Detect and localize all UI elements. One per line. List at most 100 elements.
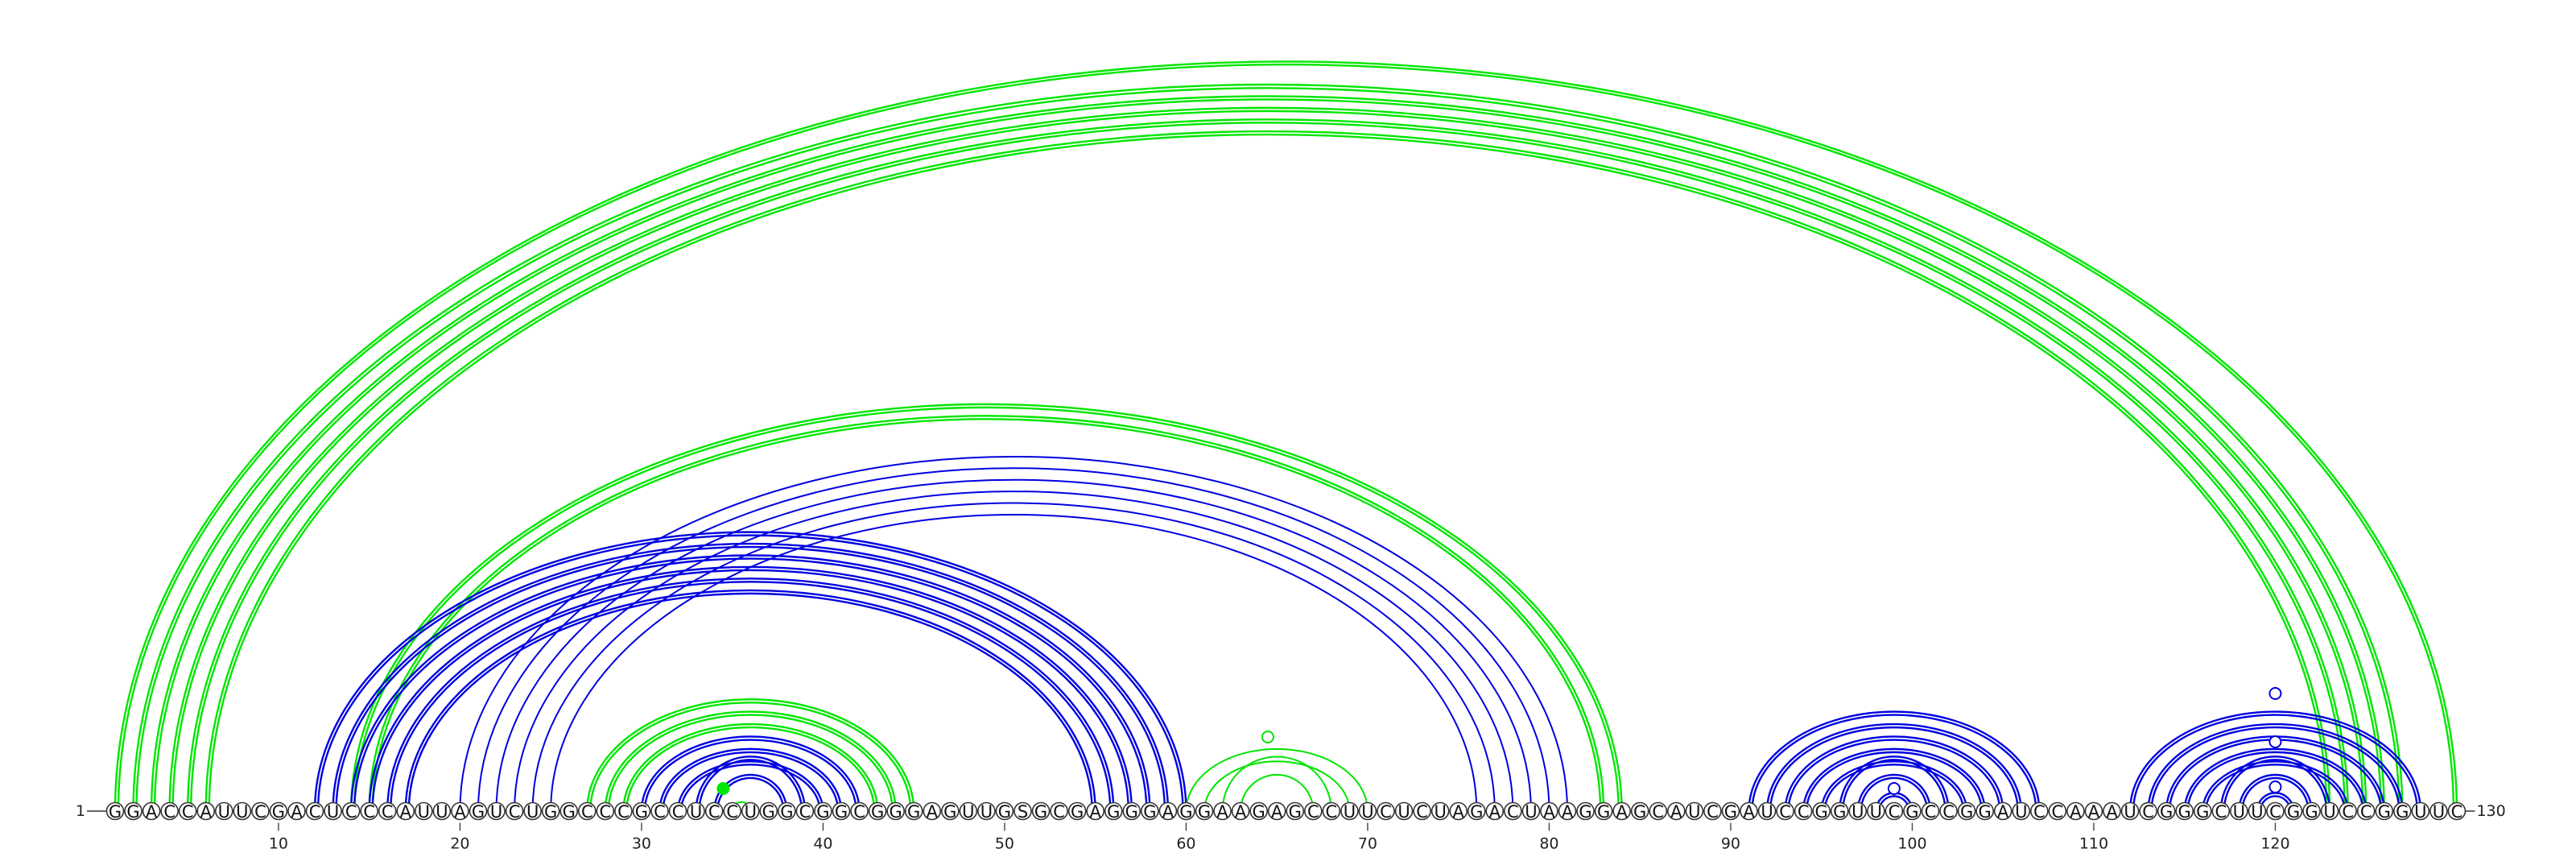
nucleotide-circle [2103, 801, 2121, 821]
nucleotide-circle [1394, 801, 1414, 821]
nucleotide-letter: C [1942, 802, 1955, 822]
nucleotide: U [2320, 801, 2339, 822]
nucleotide-circle [378, 801, 397, 821]
nucleotide: U [1757, 801, 1777, 822]
nucleotide-circle [1122, 801, 1141, 821]
nucleotide: C [505, 801, 524, 822]
nucleotide-circle [1430, 801, 1450, 821]
nucleotide: U [2012, 801, 2031, 822]
nucleotide: C [378, 801, 397, 822]
nucleotide: G [1031, 801, 1051, 822]
nucleotide: G [1630, 801, 1649, 822]
base-pair-arc [679, 764, 821, 812]
base-pair-arc [368, 415, 1605, 812]
nucleotide-letter: A [291, 802, 303, 822]
nucleotide: U [1685, 801, 1704, 822]
nucleotide-letter: C [345, 802, 357, 822]
base-pair-arc [1842, 759, 1946, 812]
nucleotide-letter: U [690, 802, 702, 822]
nucleotide-circle [1776, 801, 1794, 821]
nucleotide: C [1776, 801, 1794, 822]
nucleotide-letter: U [236, 802, 248, 822]
base-pair-arc [1765, 722, 2022, 812]
nucleotide-letter: C [2052, 802, 2064, 822]
nucleotide: A [1267, 801, 1286, 822]
nucleotide: G [2375, 801, 2394, 822]
base-pair-arc [607, 714, 894, 812]
nucleotide-circle [1812, 801, 1831, 821]
nucleotide: G [995, 801, 1014, 822]
nucleotide-circle [1721, 801, 1740, 821]
nucleotide: C [1504, 801, 1522, 822]
nucleotide-letter: S [1018, 802, 1028, 822]
nucleotide-circle [1067, 801, 1087, 821]
nucleotide-circle [1612, 801, 1631, 821]
base-pair-arc [1769, 726, 2019, 812]
nucleotide-circle [2375, 801, 2394, 821]
tick-label: 10 [269, 835, 288, 853]
nucleotide-letter: G [1143, 802, 1156, 822]
nucleotide: C [1921, 801, 1940, 822]
nucleotide-circle [269, 801, 288, 821]
base-pair-arc [1805, 751, 1983, 812]
nucleotide-letter: G [2396, 802, 2409, 822]
base-pair-arc [1820, 760, 1968, 812]
nucleotide-letter: C [363, 802, 375, 822]
nucleotide: U [2248, 801, 2267, 822]
nucleotide-circle [778, 801, 796, 821]
nucleotide: C [1322, 801, 1341, 822]
nucleotide-letter: C [2451, 802, 2463, 822]
nucleotide: G [1122, 801, 1141, 822]
nucleotide-circle [2411, 801, 2430, 821]
base-pair-arc [114, 60, 2458, 812]
nucleotide: G [1286, 801, 1305, 822]
tick-label: 40 [813, 835, 832, 853]
nucleotide: A [1213, 801, 1232, 822]
nucleotide: C [668, 801, 687, 822]
nucleotide-circle [650, 801, 669, 821]
nucleotide: G [1903, 801, 1922, 822]
nucleotide-circle [469, 801, 488, 821]
nucleotide: A [1612, 801, 1631, 822]
nucleotide-circle [1267, 801, 1286, 821]
nucleotide-circle [2211, 801, 2231, 821]
base-pair-arc [676, 760, 824, 812]
base-pair-arc [1856, 773, 1932, 812]
nucleotide-circle [1141, 801, 1159, 821]
nucleotide: U [1848, 801, 1868, 822]
nucleotide-letter: C [654, 802, 666, 822]
nucleotide: A [1558, 801, 1577, 822]
nucleotide: G [541, 801, 560, 822]
nucleotide: C [1304, 801, 1323, 822]
nucleotide-circle [1249, 801, 1268, 821]
base-pair-arc [407, 592, 1093, 812]
nucleotide-circle [432, 801, 452, 821]
nucleotide-letter: U [1870, 802, 1882, 822]
nucleotide-circle [923, 801, 942, 821]
nucleotide-letter: A [200, 802, 213, 822]
nucleotide-letter: A [1162, 802, 1174, 822]
nucleotide-letter: G [907, 802, 920, 822]
nucleotide-circle [1540, 801, 1558, 821]
nucleotide-circle [868, 801, 887, 821]
nucleotide-letter: C [853, 802, 865, 822]
nucleotide-letter: G [1470, 802, 1483, 822]
base-pair-arc [2150, 726, 2401, 812]
nucleotide: G [832, 801, 851, 822]
nucleotide-circle [2030, 801, 2049, 821]
nucleotide-letter: U [2414, 802, 2426, 822]
nucleotide-circle [214, 801, 233, 821]
nucleotide-circle [396, 801, 415, 821]
nucleotide: C [723, 801, 742, 822]
nucleotide-circle [1794, 801, 1813, 821]
base-pair-arc [698, 759, 803, 812]
nucleotide: C [577, 801, 597, 822]
nucleotide: C [1413, 801, 1431, 822]
nucleotide-circle [941, 801, 960, 821]
nucleotide-circle [1576, 801, 1595, 821]
nucleotide-letter: C [2360, 802, 2372, 822]
nucleotide-letter: G [1071, 802, 1084, 822]
nucleotide: C [650, 801, 669, 822]
base-pair-arc [477, 467, 1550, 812]
base-pair-arcs [114, 60, 2458, 812]
